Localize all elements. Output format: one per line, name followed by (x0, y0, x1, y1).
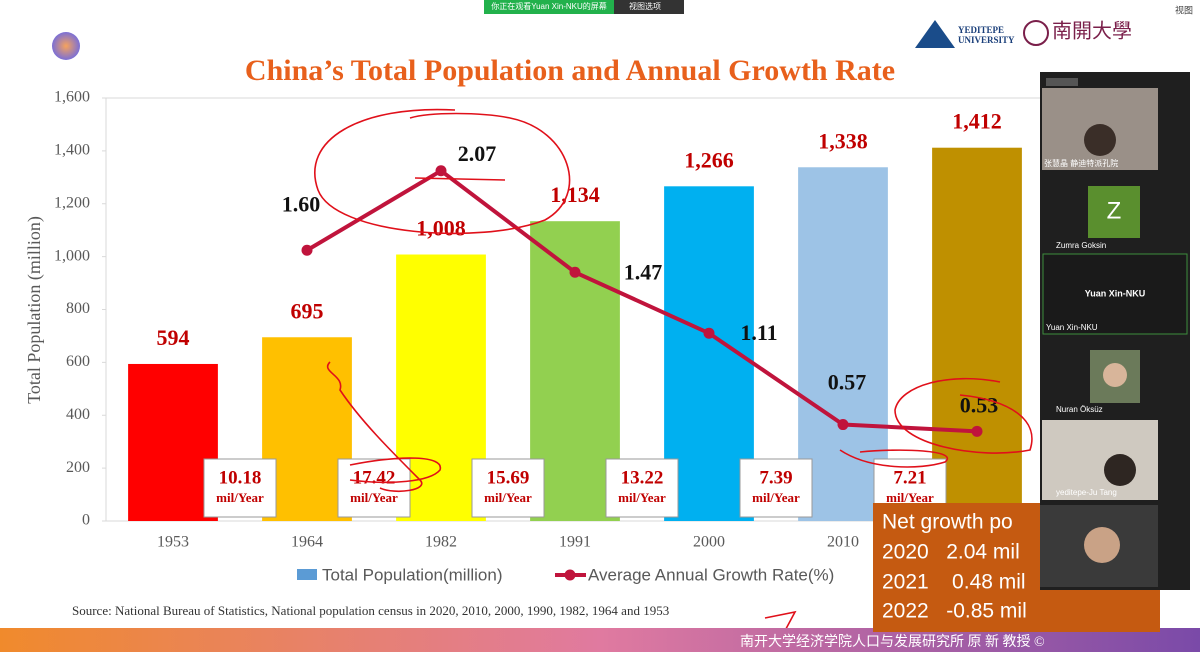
annotation-value: 7.39 (759, 467, 792, 488)
panel-icons[interactable] (1046, 78, 1078, 86)
view-options-btn[interactable] (614, 0, 684, 14)
footer-text: 南开大学经济学院人口与发展研究所 原 新 教授 © (740, 634, 1045, 650)
legend-label: Total Population(million) (322, 565, 502, 584)
y-tick-label: 200 (66, 459, 90, 476)
growth-row: 2021 0.48 mil (882, 571, 1026, 594)
y-tick-label: 800 (66, 300, 90, 317)
y-tick-label: 600 (66, 353, 90, 370)
participant-name: 张慧晶 静迪特派孔院 (1044, 158, 1118, 168)
annotation-box (471, 458, 545, 518)
video-person (1084, 124, 1116, 156)
y-axis-label: Total Population (million) (24, 216, 45, 404)
bar (262, 337, 352, 521)
growth-value-label: 0.53 (960, 392, 999, 417)
avatar-initial: Z (1107, 197, 1122, 224)
y-tick-label: 1,000 (54, 247, 90, 264)
growth-point (301, 244, 313, 256)
source: Source: National Bureau of Statistics, N… (72, 603, 669, 618)
participant-name: Nuran Öksüz (1056, 405, 1103, 414)
bar-value-label: 1,008 (416, 216, 466, 241)
logo-text: YEDITEPE (958, 25, 1004, 35)
growth-point (971, 425, 983, 437)
participant-name: Zumra Goksin (1056, 241, 1106, 250)
y-tick-label: 400 (66, 406, 90, 423)
y-tick-label: 0 (82, 512, 90, 529)
growth-point (569, 266, 581, 278)
y-tick-label: 1,600 (54, 89, 90, 106)
annotation-value: 15.69 (487, 467, 530, 488)
video-person (1103, 363, 1127, 387)
legend-swatch (297, 569, 317, 580)
y-tick-label: 1,400 (54, 142, 90, 159)
bar-value-label: 1,134 (550, 182, 600, 207)
legend-swatch (564, 569, 576, 581)
participant-name: Yuan Xin-NKU (1046, 323, 1098, 332)
x-tick-label: 2010 (827, 534, 859, 551)
logo-text: 南開大學 (1052, 20, 1132, 43)
video-person (1084, 527, 1120, 563)
growth-row: 2020 2.04 mil (882, 541, 1020, 564)
chart-title: China’s Total Population and Annual Grow… (245, 54, 895, 87)
view-options[interactable]: 视图选项 (629, 1, 661, 11)
bar-value-label: 594 (157, 325, 190, 350)
participant-center-name: Yuan Xin-NKU (1085, 288, 1146, 298)
growth-value-label: 1.60 (282, 191, 321, 216)
sharing-notice-bg (484, 0, 614, 14)
handwriting (314, 108, 1033, 641)
annotation-value: 10.18 (219, 467, 262, 488)
growth-point (837, 419, 849, 431)
growth-line (305, 168, 978, 434)
bar (396, 254, 486, 521)
annotation-unit: mil/Year (752, 490, 800, 505)
annotation-unit: mil/Year (350, 490, 398, 505)
legend-label: Average Annual Growth Rate(%) (588, 565, 834, 584)
x-tick-label: 1964 (291, 534, 323, 551)
video-person (1104, 454, 1136, 486)
annotation-box (337, 458, 411, 518)
growth-heading: Net growth po (882, 511, 1013, 534)
growth-value-label: 2.07 (458, 141, 497, 166)
video-tile (1042, 420, 1158, 500)
decoration (52, 32, 80, 60)
sharing-notice: 你正在观看Yuan Xin-NKU的屏幕 (491, 1, 607, 11)
annotation-unit: mil/Year (886, 490, 934, 505)
annotation-value: 7.21 (893, 467, 926, 488)
annotation-unit: mil/Year (216, 490, 264, 505)
x-tick-label: 2000 (693, 534, 725, 551)
yeditepe-logo (915, 20, 955, 48)
annotation-unit: mil/Year (484, 490, 532, 505)
chart: 0 200 400 600 800 1,000 1,200 1,400 1,600 1953 196… (54, 89, 1022, 584)
growth-value-label: 1.47 (624, 259, 663, 284)
annotation-value: 17.42 (353, 467, 396, 488)
growth-point (703, 327, 715, 339)
growth-point (435, 165, 447, 177)
annotation-box (739, 458, 813, 518)
bar-value-label: 1,266 (684, 147, 734, 172)
x-tick-label: 1991 (559, 534, 591, 551)
growth-value-label: 0.57 (828, 370, 867, 395)
avatar (1088, 186, 1140, 238)
annotation-value: 13.22 (621, 467, 664, 488)
nankai-seal (1023, 20, 1049, 46)
participant-name: yeditepe-Ju Tang (1056, 488, 1117, 497)
annotation-box (203, 458, 277, 518)
bar-value-label: 695 (291, 298, 324, 323)
growth-value-label: 1.11 (740, 320, 777, 345)
annotation-unit: mil/Year (618, 490, 666, 505)
view-button[interactable]: 视图 (1175, 4, 1193, 15)
annotation-box (605, 458, 679, 518)
video-tile (1042, 253, 1188, 335)
bar-value-label: 1,338 (818, 128, 868, 153)
bar (798, 167, 888, 522)
logo-text: UNIVERSITY (958, 35, 1015, 45)
y-tick-label: 1,200 (54, 194, 90, 211)
x-tick-label: 1953 (157, 534, 189, 551)
bar-value-label: 1,412 (952, 109, 1002, 134)
x-tick-label: 1982 (425, 534, 457, 551)
bar (128, 363, 218, 521)
growth-row: 2022 -0.85 mil (882, 600, 1027, 623)
